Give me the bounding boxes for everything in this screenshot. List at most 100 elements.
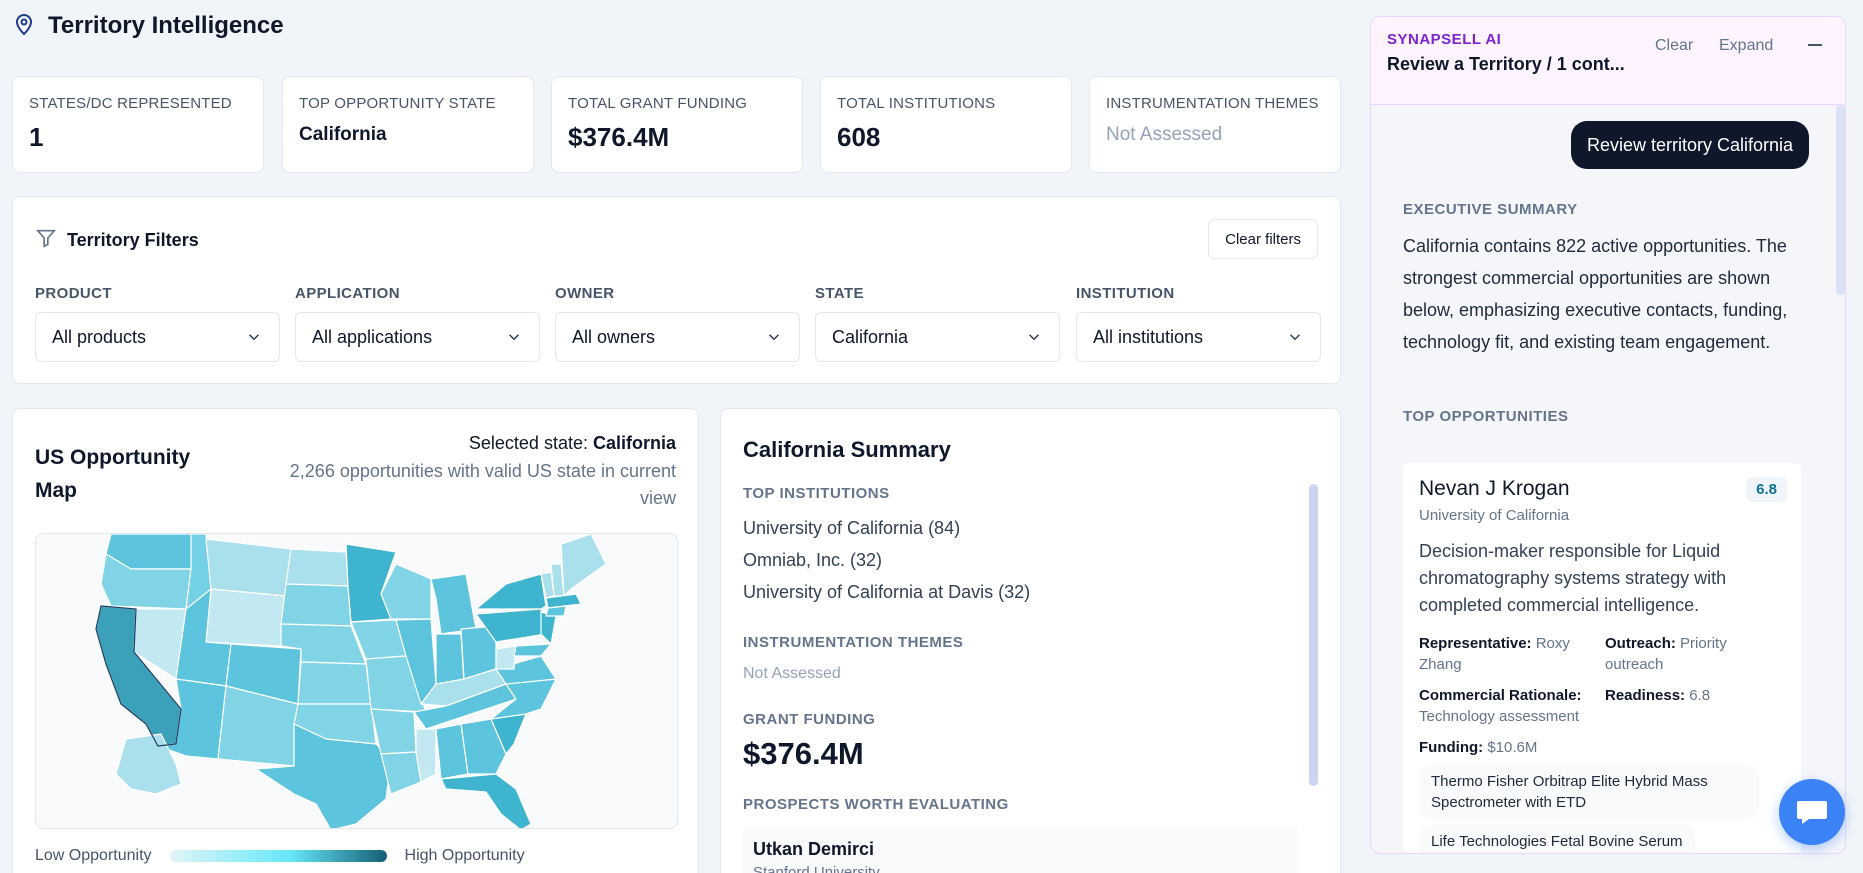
state-indiana — [435, 633, 465, 685]
kpi-value: $376.4M — [568, 122, 670, 152]
grant-funding-value: $376.4M — [743, 736, 864, 771]
grant-funding-label: GRANT FUNDING — [743, 711, 876, 728]
ai-response: EXECUTIVE SUMMARY California contains 82… — [1403, 201, 1803, 425]
state-west-virginia — [495, 645, 517, 670]
institution-item: University of California (84) — [743, 518, 961, 538]
field-value: $10.6M — [1487, 739, 1538, 756]
prospect-item[interactable]: Utkan Demirci Stanford University — [743, 827, 1299, 873]
selected-state-line: Selected state: California — [256, 433, 676, 454]
readiness-field: Readiness: 6.8 — [1605, 685, 1785, 706]
summary-scrollbar[interactable] — [1309, 484, 1318, 786]
state-florida — [440, 773, 532, 828]
kpi-themes: INSTRUMENTATION THEMES Not Assessed — [1089, 76, 1341, 173]
field-label: Outreach: — [1605, 635, 1676, 652]
summary-body: TOP INSTITUTIONS University of Californi… — [743, 485, 1303, 873]
opportunity-card[interactable]: Nevan J Krogan 6.8 University of Califor… — [1403, 463, 1801, 853]
kpi-label: TOTAL INSTITUTIONS — [837, 95, 996, 112]
state-michigan — [430, 573, 477, 635]
summary-title: California Summary — [743, 437, 951, 462]
field-label: Representative: — [1419, 635, 1532, 652]
filter-label: PRODUCT — [35, 285, 112, 302]
field-value: Roxy Zhang — [1419, 635, 1570, 673]
chevron-down-icon — [248, 334, 260, 341]
score-badge: 6.8 — [1746, 477, 1787, 502]
us-map[interactable] — [35, 533, 678, 829]
filter-icon — [35, 227, 57, 254]
opportunity-org: University of California — [1419, 507, 1570, 524]
top-institutions-label: TOP INSTITUTIONS — [743, 485, 890, 502]
state-south-dakota — [280, 583, 352, 627]
opportunity-name: Nevan J Krogan — [1419, 477, 1570, 500]
kpi-label: STATES/DC REPRESENTED — [29, 95, 232, 112]
state-new-york — [475, 573, 547, 610]
state-north-dakota — [285, 548, 349, 587]
territory-filters-card: Territory Filters Clear filters PRODUCT … — [12, 196, 1341, 384]
rationale-field: Commercial Rationale: Technology assessm… — [1419, 685, 1609, 727]
legend-high-label: High Opportunity — [404, 847, 525, 864]
select-value: All institutions — [1093, 326, 1204, 347]
themes-label: INSTRUMENTATION THEMES — [743, 634, 964, 651]
state-louisiana — [380, 751, 422, 795]
selected-state-value: California — [592, 433, 676, 453]
funding-field: Funding: $10.6M — [1419, 737, 1779, 758]
product-select[interactable]: All products — [35, 312, 280, 362]
select-value: All applications — [312, 326, 433, 347]
california-selected-outline — [95, 605, 182, 747]
state-alaska — [115, 733, 182, 795]
field-label: Funding: — [1419, 739, 1484, 756]
ai-conversation-title: Review a Territory / 1 cont... — [1387, 54, 1625, 74]
prospects-label: PROSPECTS WORTH EVALUATING — [743, 796, 1009, 813]
field-value: 6.8 — [1689, 687, 1711, 704]
state-maine — [560, 534, 607, 597]
state-connecticut — [545, 605, 567, 617]
chevron-down-icon — [768, 334, 780, 341]
state-texas — [255, 723, 392, 828]
filter-label: APPLICATION — [295, 285, 400, 302]
ai-scrollbar[interactable] — [1836, 105, 1845, 295]
filter-institution: INSTITUTION All institutions — [1076, 285, 1321, 362]
chevron-down-icon — [508, 334, 520, 341]
filter-application: APPLICATION All applications — [295, 285, 540, 362]
filter-product: PRODUCT All products — [35, 285, 280, 362]
clear-filters-button[interactable]: Clear filters — [1208, 219, 1318, 259]
state-select[interactable]: California — [815, 312, 1060, 362]
state-mississippi — [415, 728, 437, 783]
owner-select[interactable]: All owners — [555, 312, 800, 362]
kpi-states: STATES/DC REPRESENTED 1 — [12, 76, 264, 173]
chevron-down-icon — [1289, 334, 1301, 341]
chat-button[interactable] — [1779, 779, 1845, 845]
state-massachusetts — [545, 593, 582, 609]
filter-state: STATE California — [815, 285, 1060, 362]
kpi-label: TOTAL GRANT FUNDING — [568, 95, 748, 112]
institution-item: University of California at Davis (32) — [743, 582, 1031, 602]
minimize-icon[interactable] — [1803, 33, 1827, 57]
kpi-value: Not Assessed — [1106, 124, 1223, 145]
legend-low-label: Low Opportunity — [35, 847, 152, 864]
executive-summary-label: EXECUTIVE SUMMARY — [1403, 201, 1578, 218]
field-label: Readiness: — [1605, 687, 1686, 704]
ai-clear-button[interactable]: Clear — [1655, 37, 1694, 54]
kpi-top-state: TOP OPPORTUNITY STATE California — [282, 76, 534, 173]
state-wisconsin — [380, 563, 432, 620]
user-message-bubble: Review territory California — [1571, 121, 1810, 169]
product-tag[interactable]: Life Technologies Fetal Bovine Serum — [1419, 825, 1695, 853]
chat-bubble-icon — [1797, 801, 1827, 824]
filters-header: Territory Filters — [35, 227, 199, 254]
select-value: All products — [52, 326, 147, 347]
application-select[interactable]: All applications — [295, 312, 540, 362]
state-summary-card: California Summary TOP INSTITUTIONS Univ… — [720, 408, 1341, 873]
ai-brand: SYNAPSELL AI — [1387, 31, 1502, 48]
institution-select[interactable]: All institutions — [1076, 312, 1321, 362]
page-title: Territory Intelligence — [48, 12, 284, 39]
ai-expand-button[interactable]: Expand — [1719, 37, 1774, 54]
kpi-value: 1 — [29, 122, 44, 152]
kpi-value: California — [299, 124, 387, 145]
product-tag[interactable]: Thermo Fisher Orbitrap Elite Hybrid Mass… — [1419, 765, 1759, 819]
state-wyoming — [205, 588, 287, 647]
map-subtitle: 2,266 opportunities with valid US state … — [289, 461, 676, 508]
top-opportunities-label: TOP OPPORTUNITIES — [1403, 408, 1569, 425]
opportunity-description: Decision-maker responsible for Liquid ch… — [1419, 541, 1727, 615]
kpi-value: 608 — [837, 122, 881, 152]
field-value: Technology assessment — [1419, 708, 1580, 725]
field-label: Commercial Rationale: — [1419, 687, 1582, 704]
